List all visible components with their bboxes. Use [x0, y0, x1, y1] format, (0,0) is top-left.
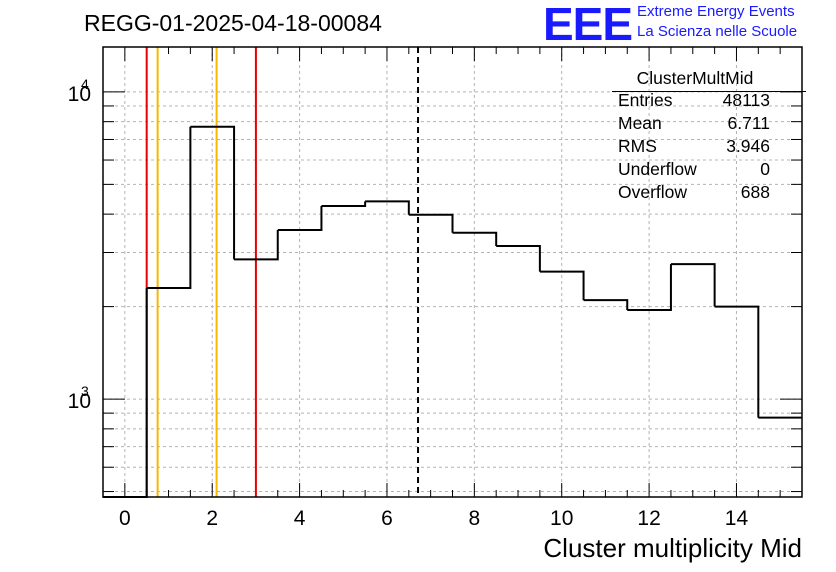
histogram-bin	[539, 270, 585, 301]
histogram-bin	[670, 263, 716, 307]
stats-title: ClusterMultMid	[636, 68, 754, 88]
histogram-bin	[234, 230, 279, 261]
histogram-bin	[146, 126, 192, 289]
x-tick-label: 2	[206, 507, 218, 530]
stats-divider	[612, 91, 806, 92]
stats-value: 6.711	[727, 113, 771, 133]
stats-label: Underflow	[618, 159, 697, 179]
stats-value: 688	[740, 182, 770, 202]
stats-box: ClusterMultMid Entries 48113 Mean 6.711 …	[612, 67, 806, 204]
stats-row-underflow: Underflow 0	[612, 158, 778, 181]
stats-row-mean: Mean 6.711	[612, 112, 778, 135]
x-axis-label: Cluster multiplicity Mid	[543, 533, 802, 563]
histogram-bin	[365, 200, 410, 215]
run-title: REGG-01-2025-04-18-00084	[84, 10, 382, 36]
stats-value: 0	[760, 159, 770, 179]
x-tick-label: 0	[119, 507, 131, 530]
histogram-bin	[627, 264, 672, 311]
x-tick-label: 4	[294, 507, 306, 530]
logo-mark: EEE	[543, 0, 633, 50]
histogram-bin	[452, 231, 498, 247]
stats-value: 48113	[722, 90, 770, 110]
stats-value: 3.946	[726, 136, 770, 156]
x-tick-label: 8	[469, 507, 481, 530]
y-tick-label: 10	[68, 390, 91, 413]
stats-row-entries: Entries 48113	[612, 89, 778, 112]
stats-row-overflow: Overflow 688	[612, 181, 778, 204]
eee-logo: EEE Extreme Energy Events La Scienza nel…	[543, 0, 833, 50]
x-tick-label: 14	[725, 507, 749, 530]
x-tick-label: 12	[637, 507, 660, 530]
stats-label: Overflow	[618, 182, 688, 202]
logo-tagline-1: Extreme Energy Events	[637, 3, 795, 20]
y-tick-exponent: 4	[81, 76, 89, 92]
y-tick-label: 10	[68, 83, 91, 106]
x-tick-label: 6	[381, 507, 393, 530]
histogram-bin	[714, 305, 760, 418]
logo-tagline-2: La Scienza nelle Scuole	[637, 23, 798, 40]
histogram-bin	[277, 206, 323, 232]
plot-frame	[102, 46, 803, 498]
y-tick-exponent: 3	[81, 383, 89, 399]
histogram-bin	[408, 213, 454, 233]
histogram-bin	[321, 201, 367, 208]
histogram-bin	[496, 245, 541, 272]
stats-row-rms: RMS 3.946	[612, 135, 778, 158]
stats-label: Entries	[618, 90, 673, 110]
stats-label: Mean	[618, 113, 662, 133]
histogram-bin	[190, 125, 236, 260]
x-tick-label: 10	[550, 507, 573, 530]
stats-label: RMS	[618, 136, 657, 156]
histogram-bin	[583, 299, 629, 310]
